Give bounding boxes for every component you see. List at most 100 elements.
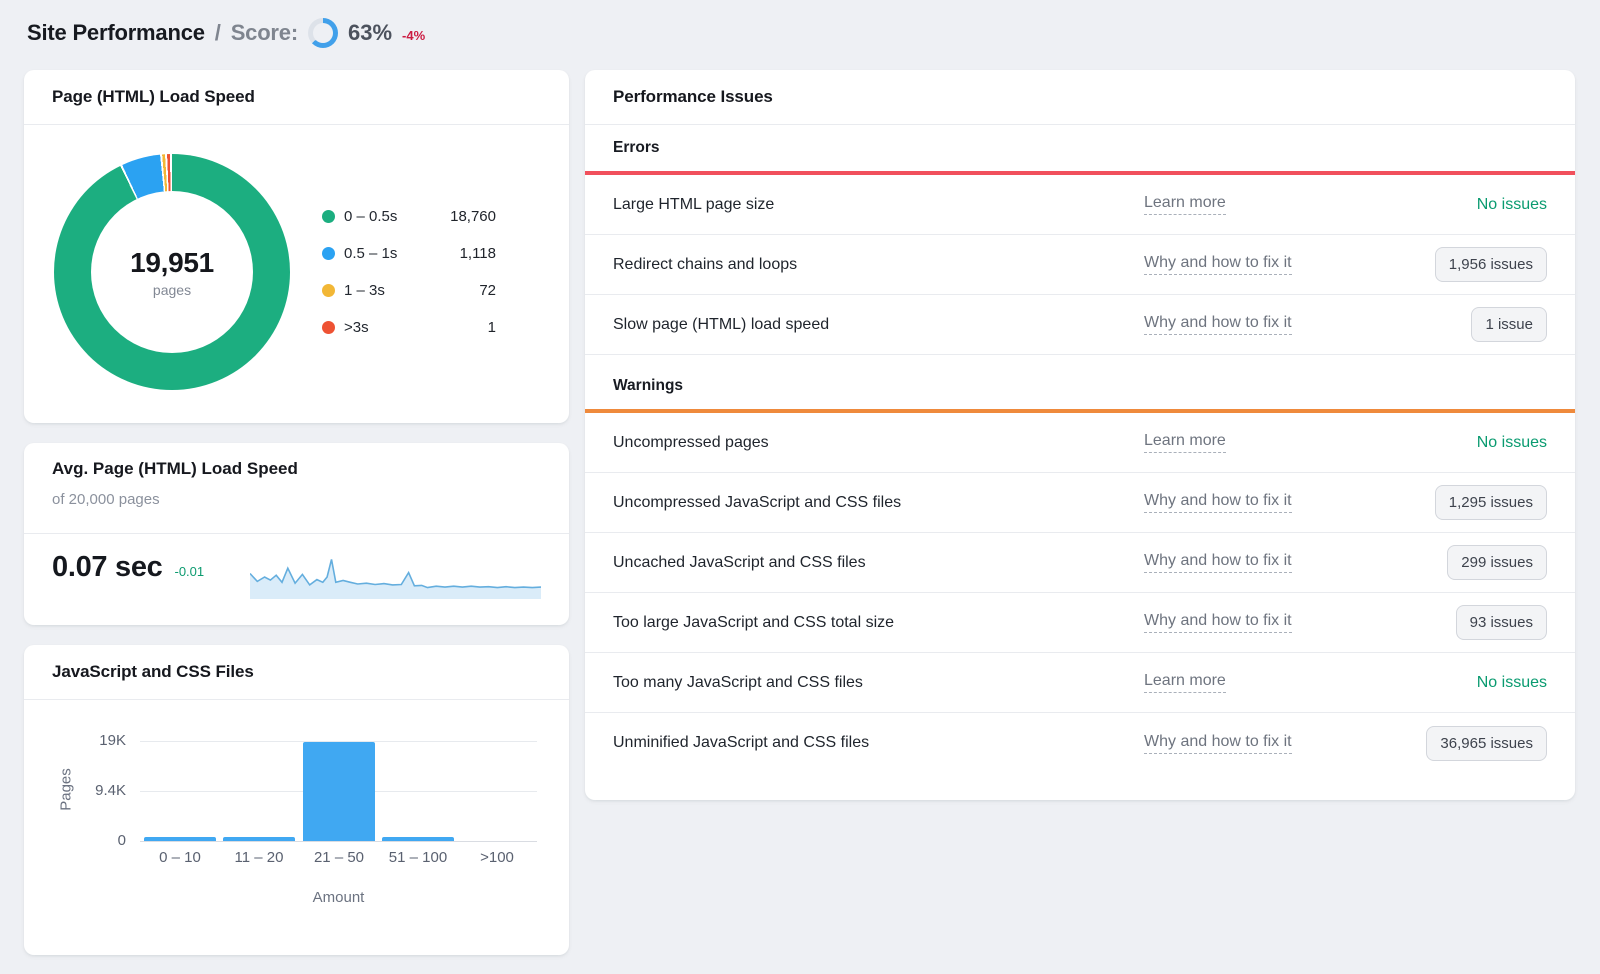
no-issues-status: No issues — [1476, 433, 1547, 451]
legend-dot-blue — [322, 246, 335, 260]
legend-dot-red — [322, 320, 335, 334]
card-subtitle: of 20,000 pages — [52, 491, 160, 508]
score-gauge-icon — [307, 18, 338, 48]
files-bar — [223, 837, 295, 841]
donut-total-pages: 19,951 — [130, 246, 214, 278]
why-how-to-fix-link[interactable]: Why and how to fix it — [1144, 733, 1292, 754]
avg-speed-value: 0.07 sec — [52, 551, 163, 583]
issue-row: Too large JavaScript and CSS total size … — [585, 593, 1575, 653]
load-speed-donut: 19,951 pages — [54, 154, 290, 390]
legend-label: 0.5 – 1s — [344, 244, 398, 262]
page-load-speed-card: Page (HTML) Load Speed 19,951 pages 0 – … — [24, 70, 569, 423]
legend-item: 0.5 – 1s 1,118 — [322, 241, 496, 265]
issue-row: Redirect chains and loops Why and how to… — [585, 235, 1575, 295]
section-header-errors: Errors — [585, 125, 1575, 171]
issues-count-button[interactable]: 36,965 issues — [1426, 725, 1547, 761]
y-axis-tick: 9.4K — [95, 782, 126, 799]
title-separator: / — [214, 20, 221, 45]
bar-chart-plot — [140, 741, 537, 842]
section-title: Warnings — [613, 377, 684, 394]
legend-item: 0 – 0.5s 18,760 — [322, 204, 496, 228]
section-header-warnings: Warnings — [585, 363, 1575, 409]
issue-label: Large HTML page size — [613, 195, 775, 213]
legend-label: 1 – 3s — [344, 281, 385, 299]
errors-accent-bar — [585, 171, 1575, 175]
legend-label: 0 – 0.5s — [344, 207, 398, 225]
page-title: Site Performance — [27, 20, 205, 45]
legend-value: 18,760 — [450, 207, 496, 225]
issue-label: Too large JavaScript and CSS total size — [613, 613, 895, 631]
learn-more-link[interactable]: Learn more — [1144, 672, 1226, 693]
avg-speed-delta: -0.01 — [174, 564, 205, 579]
why-how-to-fix-link[interactable]: Why and how to fix it — [1144, 254, 1292, 275]
issue-label: Uncached JavaScript and CSS files — [613, 553, 866, 571]
panel-title: Performance Issues — [613, 87, 773, 106]
card-header: Page (HTML) Load Speed — [24, 70, 569, 125]
issue-label: Redirect chains and loops — [613, 255, 798, 273]
score-label: Score: — [230, 20, 298, 45]
warnings-accent-bar — [585, 409, 1575, 413]
y-axis-tick: 0 — [117, 832, 126, 849]
x-axis-tick: 51 – 100 — [388, 849, 448, 866]
issue-row: Uncompressed pages Learn more No issues — [585, 413, 1575, 473]
legend-item: >3s 1 — [322, 315, 496, 339]
why-how-to-fix-link[interactable]: Why and how to fix it — [1144, 552, 1292, 573]
legend-value: 1,118 — [459, 244, 496, 262]
x-axis-label: Amount — [312, 889, 365, 906]
issue-row: Unminified JavaScript and CSS files Why … — [585, 713, 1575, 773]
legend-value: 72 — [479, 281, 496, 299]
why-how-to-fix-link[interactable]: Why and how to fix it — [1144, 492, 1292, 513]
learn-more-link[interactable]: Learn more — [1144, 432, 1226, 453]
issue-row: Uncached JavaScript and CSS files Why an… — [585, 533, 1575, 593]
legend-dot-green — [322, 209, 335, 223]
x-axis-tick: 11 – 20 — [234, 849, 284, 866]
issue-label: Too many JavaScript and CSS files — [613, 673, 863, 691]
x-axis-tick: 21 – 50 — [313, 849, 365, 866]
js-css-files-card: JavaScript and CSS Files 19K 9.4K 0 Page… — [24, 645, 569, 955]
avg-value-row: 0.07 sec -0.01 — [52, 551, 204, 584]
donut-total-label: pages — [152, 281, 192, 298]
score-delta: -4% — [402, 27, 426, 43]
page-header: Site Performance / Score: 63% -4% — [27, 18, 425, 48]
no-issues-status: No issues — [1476, 673, 1547, 691]
load-speed-sparkline — [250, 559, 541, 599]
issues-count-button[interactable]: 93 issues — [1455, 605, 1547, 640]
files-bar — [144, 837, 216, 841]
issue-label: Unminified JavaScript and CSS files — [613, 734, 870, 751]
card-title: Avg. Page (HTML) Load Speed — [52, 459, 298, 478]
legend-value: 1 — [487, 318, 496, 336]
card-title: JavaScript and CSS Files — [52, 662, 254, 681]
performance-issues-panel: Performance Issues Errors Large HTML pag… — [585, 70, 1575, 800]
legend-label: >3s — [344, 318, 369, 336]
legend-item: 1 – 3s 72 — [322, 278, 496, 302]
x-axis-line — [140, 841, 537, 842]
x-axis-tick: 0 – 10 — [159, 849, 201, 866]
learn-more-link[interactable]: Learn more — [1144, 194, 1226, 215]
why-how-to-fix-link[interactable]: Why and how to fix it — [1144, 314, 1292, 335]
issue-label: Uncompressed JavaScript and CSS files — [613, 493, 902, 511]
score-value: 63% — [347, 20, 393, 45]
gridline — [140, 741, 537, 742]
divider — [24, 533, 569, 534]
files-bar — [303, 742, 375, 841]
issues-count-button[interactable]: 1 issue — [1471, 307, 1547, 342]
issue-row: Uncompressed JavaScript and CSS files Wh… — [585, 473, 1575, 533]
donut-legend: 0 – 0.5s 18,760 0.5 – 1s 1,118 1 – 3s 72… — [322, 204, 496, 352]
card-title: Page (HTML) Load Speed — [52, 87, 255, 106]
issues-count-button[interactable]: 299 issues — [1447, 545, 1547, 580]
issue-label: Uncompressed pages — [613, 433, 769, 451]
why-how-to-fix-link[interactable]: Why and how to fix it — [1144, 612, 1292, 633]
files-bar — [382, 837, 454, 841]
panel-header: Performance Issues — [585, 70, 1575, 125]
issues-count-button[interactable]: 1,295 issues — [1434, 485, 1547, 520]
y-axis-tick: 19K — [99, 732, 126, 749]
avg-load-speed-card: Avg. Page (HTML) Load Speed of 20,000 pa… — [24, 443, 569, 625]
section-title: Errors — [613, 139, 660, 156]
issues-count-button[interactable]: 1,956 issues — [1434, 247, 1547, 282]
no-issues-status: No issues — [1476, 195, 1547, 213]
issue-row: Too many JavaScript and CSS files Learn … — [585, 653, 1575, 713]
y-axis-label: Pages — [57, 768, 75, 811]
donut-center: 19,951 pages — [91, 191, 253, 353]
issue-row: Slow page (HTML) load speed Why and how … — [585, 295, 1575, 355]
issue-label: Slow page (HTML) load speed — [613, 315, 830, 333]
